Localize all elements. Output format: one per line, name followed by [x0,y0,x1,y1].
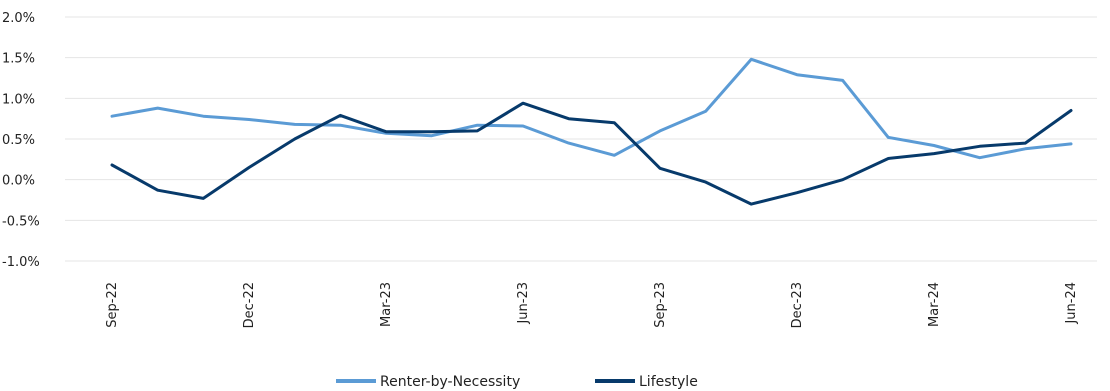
legend: Renter-by-Necessity Lifestyle [336,374,698,390]
y-axis-ticks: 2.0% 1.5% 1.0% 0.5% 0.0% -0.5% -1.0% [2,11,40,270]
x-tick-label: Dec-23 [790,282,805,328]
x-tick-label: Sep-23 [653,282,668,328]
y-tick-label: 0.5% [2,133,35,148]
y-tick-label: -0.5% [2,214,40,229]
x-tick-label: Dec-22 [242,282,257,328]
legend-label: Renter-by-Necessity [380,374,520,390]
x-tick-label: Mar-24 [927,282,942,327]
y-tick-label: 1.0% [2,92,35,107]
y-tick-label: 1.5% [2,52,35,67]
x-tick-label: Sep-22 [105,282,120,328]
series-line-renter-by-necessity [110,57,1073,160]
x-tick-label: Jun-23 [516,282,531,325]
series-lines [110,57,1073,206]
legend-label: Lifestyle [639,374,698,390]
gridlines [65,16,1097,262]
series-line-lifestyle [110,101,1073,206]
x-tick-label: Jun-24 [1064,282,1079,325]
x-tick-label: Mar-23 [379,282,394,327]
y-tick-label: 0.0% [2,174,35,189]
x-axis-ticks: Sep-22 Dec-22 Mar-23 Jun-23 Sep-23 Dec-23 Mar-… [105,282,1079,328]
y-tick-label: -1.0% [2,255,40,270]
y-tick-label: 2.0% [2,11,35,26]
